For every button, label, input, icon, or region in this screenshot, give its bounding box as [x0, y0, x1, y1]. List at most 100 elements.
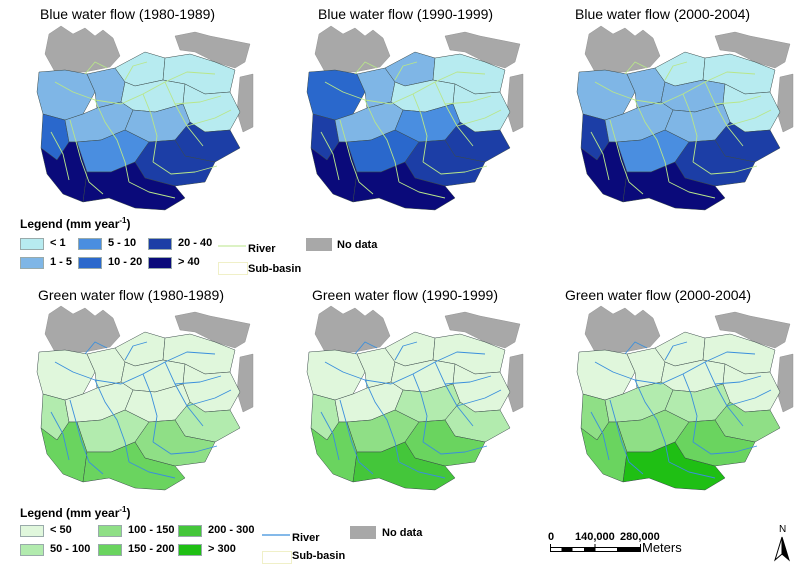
river — [456, 389, 502, 407]
map-green-2000 — [576, 305, 794, 491]
legend-swatch-blue-20-40 — [148, 238, 172, 250]
nodata-region — [584, 25, 661, 73]
river — [54, 361, 122, 385]
north-arrow-icon — [774, 536, 790, 562]
river — [668, 181, 716, 199]
river — [682, 93, 698, 163]
river — [726, 109, 772, 127]
legend-label-blue-gt40: > 40 — [178, 256, 200, 268]
river — [84, 61, 108, 75]
nodata-region — [314, 305, 391, 353]
nodata-region — [714, 311, 791, 349]
legend-swatch-green-50-100 — [20, 544, 44, 556]
legend-subbasin-swatch-blue — [218, 262, 248, 275]
river — [704, 361, 744, 427]
river — [142, 93, 158, 163]
map-title-green-1980: Green water flow (1980-1989) — [38, 287, 224, 303]
nodata-region — [314, 25, 391, 73]
river — [364, 99, 400, 183]
scale-tick-140000: 140,000 — [575, 531, 615, 543]
river — [624, 341, 648, 355]
legend-label-green-gt300: > 300 — [208, 543, 236, 555]
legend-swatch-green-lt50 — [20, 525, 44, 537]
river — [124, 61, 148, 81]
river — [422, 161, 488, 175]
river — [128, 181, 176, 199]
legend-swatch-blue-10-20 — [78, 257, 102, 269]
legend-river-line-green — [262, 534, 290, 536]
river — [394, 341, 418, 361]
legend-swatch-blue-gt40 — [148, 257, 172, 269]
river — [320, 131, 340, 181]
river — [174, 375, 222, 385]
legend-swatch-green-200-300 — [178, 525, 202, 537]
river — [124, 341, 148, 361]
legend-nodata-swatch-green — [350, 526, 376, 539]
legend-label-green-150-200: 150 - 200 — [128, 543, 175, 555]
sub-basin — [82, 441, 186, 491]
river — [434, 81, 474, 147]
legend-label-blue-1-5: 1 - 5 — [50, 256, 73, 268]
map-green-1990 — [306, 305, 524, 491]
river — [714, 375, 762, 385]
sub-basin — [622, 161, 726, 211]
river — [324, 81, 392, 105]
river — [664, 341, 688, 361]
river — [394, 61, 418, 81]
nodata-region — [444, 31, 521, 69]
scale-unit: Meters — [642, 540, 682, 555]
river — [186, 109, 232, 127]
scale-tick-0: 0 — [548, 531, 555, 543]
map-title-green-1990: Green water flow (1990-1999) — [312, 287, 498, 303]
sub-basin — [82, 161, 186, 211]
map-title-blue-2000: Blue water flow (2000-2004) — [575, 6, 751, 22]
legend-swatch-blue-lt1 — [20, 238, 44, 250]
legend-swatch-blue-1-5 — [20, 257, 44, 269]
legend-label-green-lt50: < 50 — [50, 524, 72, 536]
river — [354, 61, 378, 75]
river — [456, 109, 502, 127]
nodata-region — [776, 73, 794, 133]
river — [50, 411, 70, 461]
river — [186, 389, 232, 407]
river — [84, 341, 108, 355]
river — [668, 461, 716, 479]
sub-basin — [622, 441, 726, 491]
north-label: N — [779, 524, 787, 535]
river — [664, 61, 688, 81]
river — [422, 441, 488, 455]
river — [94, 99, 130, 183]
map-title-blue-1980: Blue water flow (1980-1989) — [40, 6, 216, 22]
sub-basin — [352, 161, 456, 211]
river — [634, 99, 670, 183]
river — [634, 379, 670, 463]
legend-label-subbasin-blue: Sub-basin — [248, 263, 302, 275]
river — [704, 81, 744, 147]
river — [692, 161, 758, 175]
nodata-region — [44, 305, 121, 353]
nodata-region — [506, 353, 524, 413]
map-blue-2000 — [576, 25, 794, 211]
river — [320, 411, 340, 461]
legend-label-river-blue: River — [248, 243, 276, 255]
nodata-region — [174, 31, 251, 69]
river — [164, 81, 204, 147]
legend-label-nodata-green: No data — [382, 527, 423, 539]
river — [354, 341, 378, 355]
map-blue-1990 — [306, 25, 524, 211]
river — [594, 361, 662, 385]
nodata-region — [776, 353, 794, 413]
river — [152, 161, 218, 175]
legend-label-green-50-100: 50 - 100 — [50, 543, 91, 555]
nodata-region — [236, 73, 254, 133]
river — [128, 461, 176, 479]
river — [444, 95, 492, 105]
legend-label-green-100-150: 100 - 150 — [128, 524, 175, 536]
legend-label-nodata-blue: No data — [337, 239, 378, 251]
legend-label-blue-lt1: < 1 — [50, 237, 66, 249]
river — [174, 95, 222, 105]
nodata-region — [444, 311, 521, 349]
river — [339, 119, 374, 195]
legend-subbasin-swatch-green — [262, 551, 292, 564]
river — [594, 81, 662, 105]
